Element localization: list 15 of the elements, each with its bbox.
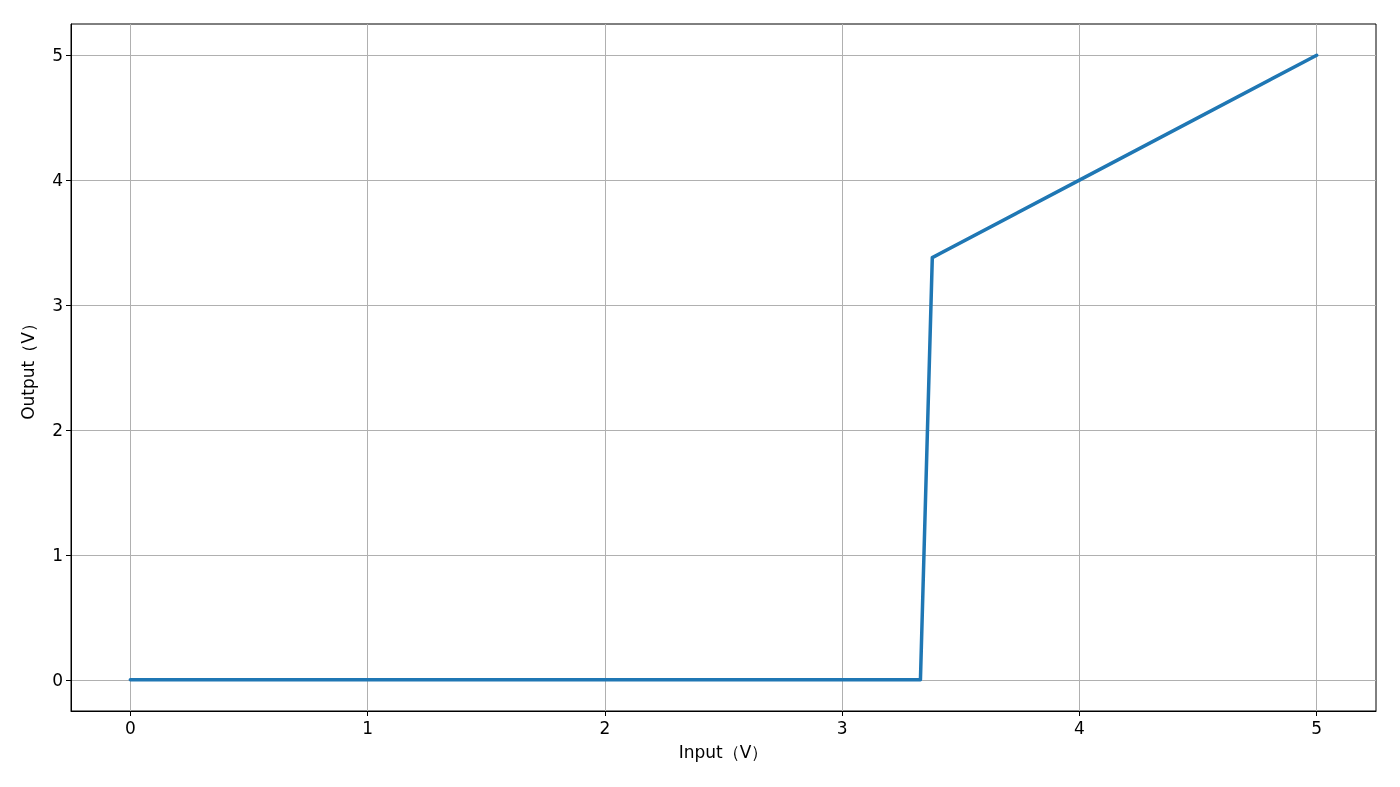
y-tick-label: 4 (52, 170, 63, 191)
x-tick-label: 0 (124, 717, 136, 738)
x-axis-title: Input（V） (678, 741, 769, 762)
line-series (128, 53, 1319, 682)
x-tick-label: 2 (599, 717, 611, 738)
y-tick-label: 2 (52, 419, 63, 440)
x-tick-label: 3 (836, 717, 848, 738)
y-axis-title: Output（V） (17, 315, 38, 420)
x-tick-label: 1 (362, 717, 373, 738)
y-tick-label: 3 (52, 295, 63, 316)
x-tick-label: 4 (1073, 717, 1085, 738)
y-tick-label: 1 (52, 544, 63, 565)
x-tick-label: 5 (1311, 717, 1323, 738)
y-tick-label: 0 (52, 669, 63, 690)
y-tick-label: 5 (52, 45, 63, 66)
